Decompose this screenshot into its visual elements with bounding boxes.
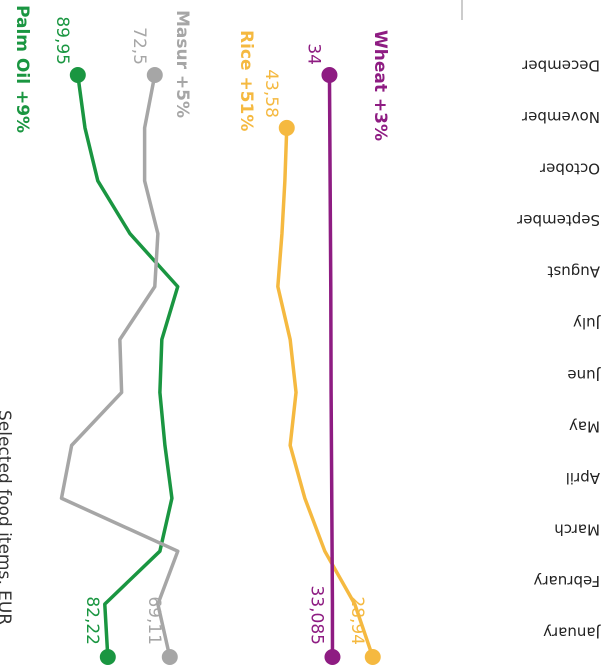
- value-label: 28,94: [347, 596, 367, 645]
- month-label: April: [566, 469, 600, 487]
- month-label: January: [543, 624, 601, 642]
- month-label: August: [547, 263, 600, 281]
- end-dot: [278, 119, 295, 136]
- month-label: November: [521, 108, 600, 126]
- end-dot: [146, 67, 163, 83]
- value-label: 33,085: [306, 586, 326, 645]
- value-label: 82,22: [82, 596, 102, 645]
- series-name: Palm Oil +9%: [12, 5, 32, 133]
- chart-title: Selected food items, EUR: [0, 410, 14, 625]
- month-label: May: [569, 417, 600, 435]
- series-name: Masur +5%: [172, 10, 192, 118]
- month-label: February: [533, 572, 600, 590]
- end-dot: [99, 649, 116, 665]
- month-label: October: [539, 160, 600, 178]
- value-label: 89,95: [52, 16, 72, 65]
- series-name: Wheat +3%: [370, 30, 390, 141]
- value-label: 43,58: [261, 69, 281, 118]
- series-name: Rice +51%: [236, 30, 256, 131]
- end-dot: [324, 649, 341, 665]
- end-dot: [69, 67, 86, 83]
- end-dot: [321, 67, 338, 83]
- series-line: [327, 74, 335, 658]
- month-label: July: [573, 314, 601, 332]
- end-dot: [364, 649, 381, 665]
- value-label: 69,11: [144, 596, 164, 645]
- series-line: [76, 74, 180, 658]
- month-label: March: [554, 520, 600, 538]
- month-label: June: [567, 366, 601, 384]
- series-line: [59, 74, 180, 658]
- value-label: 72,5: [129, 27, 149, 65]
- value-label: 34: [303, 43, 323, 65]
- series-line: [276, 127, 375, 658]
- month-label: September: [516, 211, 600, 229]
- month-label: December: [521, 57, 600, 75]
- end-dot: [161, 649, 178, 665]
